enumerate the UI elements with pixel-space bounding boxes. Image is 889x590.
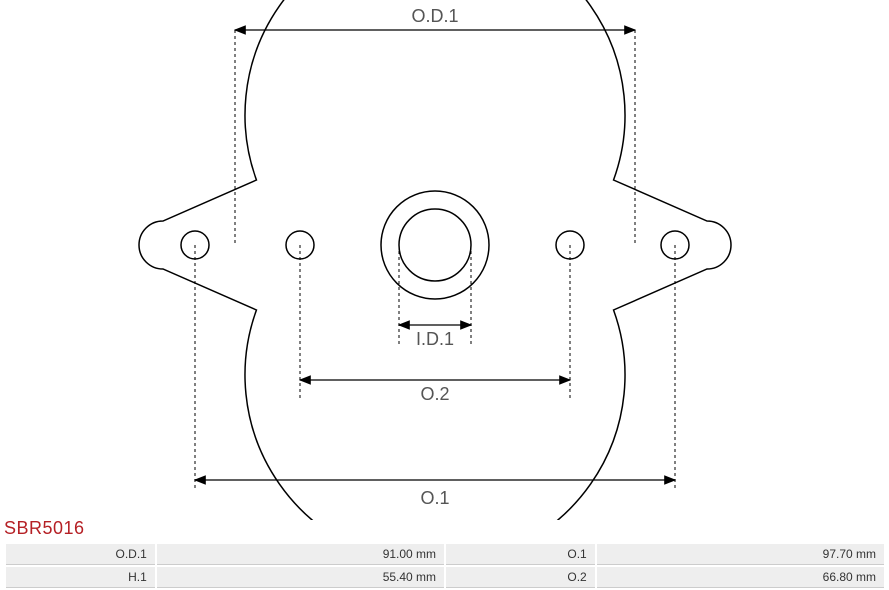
- svg-text:O.2: O.2: [420, 384, 449, 404]
- svg-text:I.D.1: I.D.1: [416, 329, 454, 349]
- dim-value: 97.70 mm: [597, 544, 884, 565]
- dim-value: 55.40 mm: [157, 567, 444, 588]
- technical-drawing: O.D.1 I.D.1 O.2 O.1: [0, 0, 889, 520]
- dim-value: 91.00 mm: [157, 544, 444, 565]
- dim-value: 66.80 mm: [597, 567, 884, 588]
- dim-label: H.1: [6, 567, 155, 588]
- dim-label: O.2: [446, 567, 595, 588]
- svg-text:O.D.1: O.D.1: [411, 6, 458, 26]
- svg-text:O.1: O.1: [420, 488, 449, 508]
- part-number: SBR5016: [4, 518, 85, 539]
- table-row: H.1 55.40 mm O.2 66.80 mm: [6, 567, 884, 588]
- dimensions-table: O.D.1 91.00 mm O.1 97.70 mm H.1 55.40 mm…: [4, 542, 886, 590]
- dim-label: O.1: [446, 544, 595, 565]
- table-row: O.D.1 91.00 mm O.1 97.70 mm: [6, 544, 884, 565]
- dim-label: O.D.1: [6, 544, 155, 565]
